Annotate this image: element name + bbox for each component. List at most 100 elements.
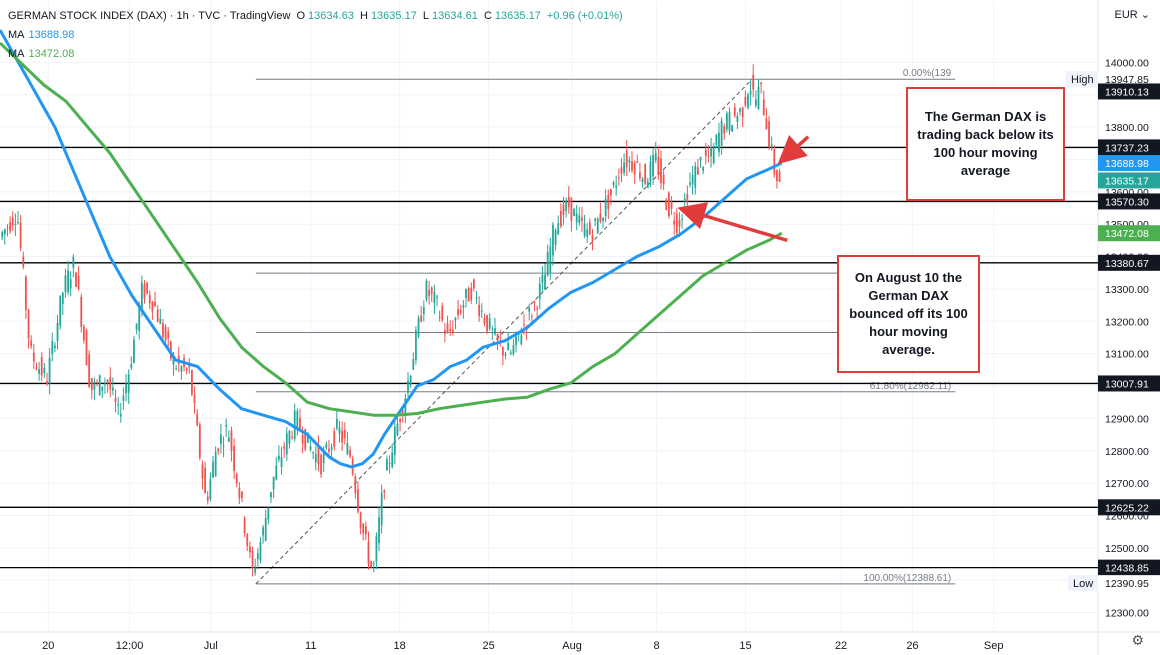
x-tick-label: 25 xyxy=(482,640,494,652)
candle-body xyxy=(48,357,51,384)
ohlc-open: 13634.63 xyxy=(308,10,354,22)
ma1-row[interactable]: MA 13688.98 xyxy=(8,26,623,45)
candle-body xyxy=(193,394,196,404)
y-tick-label: 14000.00 xyxy=(1105,57,1149,69)
candle-body xyxy=(649,161,652,182)
candle-body xyxy=(380,492,383,526)
price-axis-label-bg xyxy=(1098,71,1160,88)
candle-body xyxy=(512,344,515,354)
candle-body xyxy=(146,282,149,294)
ohlc-low: 13634.61 xyxy=(432,10,478,22)
candle-body xyxy=(765,118,768,130)
candle-body xyxy=(704,149,707,156)
x-tick-label: 15 xyxy=(739,640,751,652)
currency-label: EUR xyxy=(1114,9,1138,21)
candle-body xyxy=(299,418,301,430)
candle-body xyxy=(581,217,583,222)
candle-body xyxy=(644,164,647,184)
price-axis-label-bg xyxy=(1098,83,1160,100)
candle-body xyxy=(306,432,309,443)
candle-body xyxy=(425,280,428,300)
ohlc-close: 13635.17 xyxy=(494,10,541,22)
callout-bottom: On August 10 the German DAX bounced off … xyxy=(837,255,980,373)
candle-body xyxy=(749,90,752,95)
candle-body xyxy=(272,476,275,490)
candle-body xyxy=(544,274,546,290)
candle-body xyxy=(567,196,570,208)
candle-body xyxy=(349,450,351,457)
ohlc-open-label: O xyxy=(296,10,306,22)
gear-icon[interactable]: ⚙ xyxy=(1131,632,1144,648)
candle-body xyxy=(280,457,283,467)
candle-body xyxy=(104,383,106,385)
candle-body xyxy=(288,430,291,444)
candle-body xyxy=(151,301,154,312)
candle-body xyxy=(372,562,375,564)
candle-body xyxy=(646,181,649,188)
candle-body xyxy=(467,287,470,302)
y-tick-label: 12900.00 xyxy=(1105,413,1149,425)
ohlc-close-label: C xyxy=(483,10,492,22)
candle-body xyxy=(119,413,122,417)
candle-body xyxy=(441,305,444,321)
candle-body xyxy=(691,174,694,185)
candle-body xyxy=(757,86,760,109)
candle-body xyxy=(180,366,183,372)
candle-body xyxy=(30,340,33,347)
candle-body xyxy=(533,302,536,304)
candle-body xyxy=(138,304,141,332)
candle-body xyxy=(357,489,359,512)
candle-body xyxy=(125,383,127,394)
candle-body xyxy=(409,376,412,386)
candle-body xyxy=(565,200,568,212)
candle-body xyxy=(185,368,188,370)
candle-body xyxy=(346,442,349,454)
candle-body xyxy=(657,156,660,175)
candle-body xyxy=(578,215,581,223)
candle-body xyxy=(488,318,491,329)
candle-body xyxy=(375,536,378,562)
candle-body xyxy=(668,192,670,217)
candle-body xyxy=(401,410,404,416)
candle-body xyxy=(88,354,91,387)
candle-body xyxy=(264,518,267,541)
symbol-title[interactable]: GERMAN STOCK INDEX (DAX) · 1h · TVC · Tr… xyxy=(8,10,291,22)
candle-body xyxy=(32,352,35,362)
candle-body xyxy=(594,218,597,221)
y-tick-label: 12300.00 xyxy=(1105,608,1149,620)
fib-level-label: 0.00%(139 xyxy=(903,68,952,79)
candle-body xyxy=(98,375,101,396)
ma100-line xyxy=(0,29,783,469)
candle-body xyxy=(109,377,112,390)
candle-body xyxy=(528,308,531,312)
candle-body xyxy=(549,246,552,273)
candle-body xyxy=(169,341,172,359)
ohlc-change: +0.96 (+0.01%) xyxy=(546,10,623,22)
candle-body xyxy=(1,231,4,238)
candle-body xyxy=(277,455,280,460)
candle-body xyxy=(275,465,278,480)
candle-body xyxy=(720,120,723,147)
candle-body xyxy=(133,339,135,364)
candle-body xyxy=(130,364,133,369)
candle-body xyxy=(541,275,544,283)
candle-body xyxy=(681,219,683,221)
y-tick-label: 12700.00 xyxy=(1105,478,1149,490)
candle-body xyxy=(615,185,618,188)
candle-body xyxy=(301,435,304,444)
high-tag-bg xyxy=(1066,71,1098,88)
candle-body xyxy=(501,347,504,356)
currency-selector[interactable]: EUR ⌄ xyxy=(1114,8,1150,21)
candle-body xyxy=(291,436,293,438)
candle-body xyxy=(586,229,589,237)
candle-body xyxy=(754,99,757,106)
candle-body xyxy=(662,174,665,185)
candle-body xyxy=(654,152,657,161)
candle-body xyxy=(267,507,270,520)
ma2-row[interactable]: MA 13472.08 xyxy=(8,45,623,64)
candle-body xyxy=(536,308,539,310)
y-tick-label: 13200.00 xyxy=(1105,316,1149,328)
candle-body xyxy=(520,335,523,345)
candle-body xyxy=(206,496,209,501)
